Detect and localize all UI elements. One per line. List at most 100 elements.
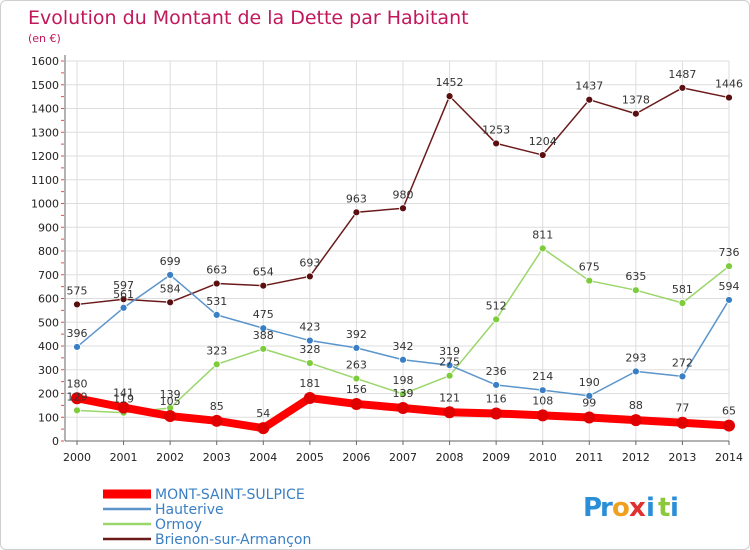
y-tick-label: 0 [52, 435, 59, 448]
data-label: 1437 [575, 80, 603, 93]
data-point [631, 286, 640, 295]
data-label: 214 [532, 370, 553, 383]
data-point [725, 262, 733, 271]
data-point [492, 381, 501, 389]
data-point [583, 411, 596, 424]
data-point [725, 93, 733, 102]
data-label: 54 [256, 407, 270, 420]
data-label: 121 [439, 391, 460, 404]
data-point [73, 343, 81, 351]
data-point [166, 298, 175, 307]
data-label: 811 [532, 228, 553, 241]
data-label: 699 [160, 255, 181, 268]
x-tick-label: 2008 [436, 451, 464, 464]
data-label: 1204 [529, 135, 557, 148]
data-label: 139 [160, 388, 181, 401]
data-label: 575 [67, 284, 88, 297]
data-point [678, 83, 687, 92]
x-tick-label: 2011 [575, 451, 603, 464]
data-label: 594 [719, 280, 740, 293]
logo-letter: P [583, 493, 602, 523]
data-point [212, 279, 221, 288]
data-point [166, 271, 175, 279]
y-tick-label: 1300 [31, 126, 59, 139]
data-label: 531 [206, 295, 227, 308]
data-label: 65 [722, 405, 736, 418]
data-label: 396 [67, 327, 88, 340]
data-label: 392 [346, 328, 367, 341]
series-ormoy [73, 244, 733, 417]
data-label: 423 [299, 321, 320, 334]
x-tick-label: 2014 [715, 451, 743, 464]
logo-letter: t [658, 493, 670, 523]
data-label: 272 [672, 356, 693, 369]
y-tick-label: 200 [38, 388, 59, 401]
data-point [119, 303, 128, 312]
data-point [492, 139, 501, 148]
data-point [257, 422, 270, 435]
data-point [305, 359, 314, 368]
data-point [305, 272, 314, 281]
data-label: 584 [160, 282, 181, 295]
data-point [538, 244, 547, 253]
data-label: 99 [582, 396, 596, 409]
data-label: 319 [439, 345, 460, 358]
data-label: 323 [206, 344, 227, 357]
data-point [585, 391, 594, 400]
data-point [73, 406, 81, 415]
data-point [352, 343, 361, 352]
logo-letter: x [629, 493, 646, 523]
data-label: 512 [486, 299, 507, 312]
data-label: 190 [579, 376, 600, 389]
grid [65, 60, 730, 442]
data-label: 1487 [668, 68, 696, 81]
x-tick-label: 2003 [203, 451, 231, 464]
x-tick-label: 2010 [529, 451, 557, 464]
data-point [350, 397, 363, 410]
data-label: 85 [210, 400, 224, 413]
data-point [399, 355, 407, 364]
data-label: 597 [113, 279, 134, 292]
data-point [678, 299, 687, 307]
data-point [631, 367, 640, 376]
data-point [629, 414, 642, 427]
logo-letter: i [646, 493, 655, 523]
series-hauterive [73, 271, 733, 400]
series-mont-saint-sulpice [71, 392, 735, 435]
data-point [585, 95, 594, 104]
proxiti-logo: Pr o x i t i [583, 493, 679, 523]
data-label: 293 [625, 351, 646, 364]
x-tick-label: 2000 [63, 451, 91, 464]
data-label: 119 [113, 393, 134, 406]
series-brienon-sur-arman-on [73, 83, 733, 309]
legend-label: Ormoy [155, 517, 202, 533]
logo-letter: i [670, 493, 679, 523]
data-label: 77 [675, 402, 689, 415]
data-point [445, 92, 454, 101]
data-point [676, 416, 689, 429]
data-point [399, 204, 407, 213]
data-point [397, 401, 409, 414]
data-label: 139 [393, 387, 414, 400]
x-tick-label: 2007 [389, 451, 417, 464]
data-label: 156 [346, 383, 367, 396]
data-label: 675 [579, 261, 600, 274]
data-label: 388 [253, 329, 274, 342]
data-point [352, 208, 361, 217]
x-tick-label: 2002 [156, 451, 184, 464]
data-point [352, 374, 361, 383]
x-tick-label: 2013 [668, 451, 696, 464]
legend-label: Brienon-sur-Armançon [155, 532, 311, 548]
y-tick-label: 1100 [31, 174, 59, 187]
data-point [445, 361, 454, 370]
y-tick-label: 100 [38, 411, 59, 424]
x-tick-label: 2005 [296, 451, 324, 464]
y-tick-label: 1000 [31, 198, 59, 211]
data-point [117, 401, 130, 414]
data-label: 581 [672, 283, 693, 296]
x-tick-label: 2001 [110, 451, 138, 464]
data-point [399, 390, 407, 398]
y-tick-label: 500 [38, 316, 59, 329]
